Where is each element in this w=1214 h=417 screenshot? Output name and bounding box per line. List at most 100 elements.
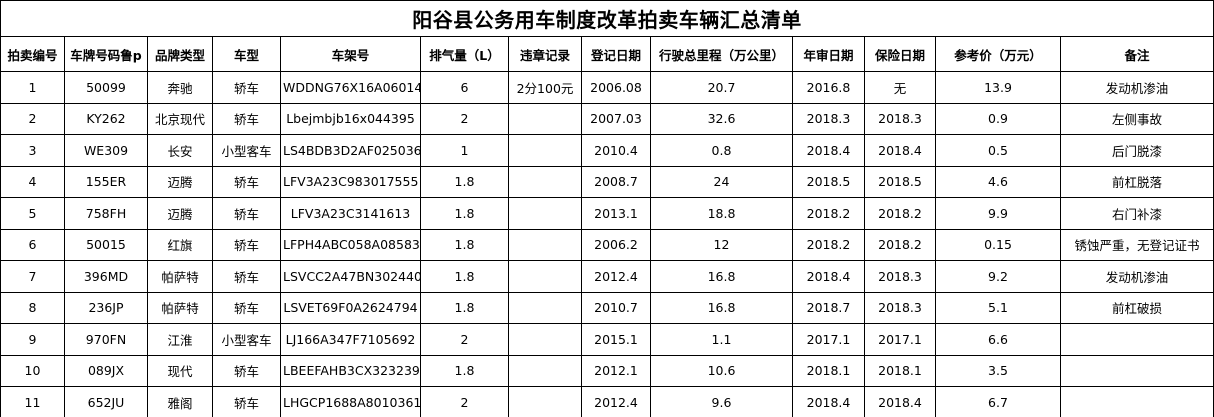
cell-vin[interactable]: LSVCC2A47BN302440: [280, 260, 421, 293]
cell-vehicle-type[interactable]: 轿车: [212, 354, 281, 387]
cell-remark[interactable]: 锈蚀严重，无登记证书: [1059, 228, 1214, 261]
cell-insurance-date[interactable]: 2017.1: [864, 323, 936, 356]
cell-vin[interactable]: LSVET69F0A2624794: [280, 291, 421, 324]
cell-insurance-date[interactable]: 无: [864, 71, 936, 104]
cell-vin[interactable]: LHGCP1688A8010361: [280, 386, 421, 417]
cell-auction-no[interactable]: 2: [0, 102, 65, 135]
cell-auction-no[interactable]: 10: [0, 354, 65, 387]
cell-plate-number[interactable]: 970FN: [64, 323, 148, 356]
cell-plate-number[interactable]: 50015: [64, 228, 148, 261]
cell-registration-date[interactable]: 2007.03: [581, 102, 651, 135]
cell-reference-price[interactable]: 0.5: [935, 134, 1061, 167]
cell-auction-no[interactable]: 4: [0, 165, 65, 198]
cell-insurance-date[interactable]: 2018.3: [864, 291, 936, 324]
cell-insurance-date[interactable]: 2018.2: [864, 197, 936, 230]
cell-brand-type[interactable]: 帕萨特: [147, 260, 213, 293]
cell-vehicle-type[interactable]: 轿车: [212, 165, 281, 198]
cell-brand-type[interactable]: 雅阁: [147, 386, 213, 417]
cell-insurance-date[interactable]: 2018.3: [864, 260, 936, 293]
cell-inspection-date[interactable]: 2018.1: [792, 354, 865, 387]
cell-auction-no[interactable]: 6: [0, 228, 65, 261]
cell-reference-price[interactable]: 9.2: [935, 260, 1061, 293]
cell-insurance-date[interactable]: 2018.3: [864, 102, 936, 135]
cell-total-mileage[interactable]: 12: [650, 228, 793, 261]
cell-displacement[interactable]: 1.8: [420, 197, 509, 230]
cell-total-mileage[interactable]: 0.8: [650, 134, 793, 167]
cell-reference-price[interactable]: 3.5: [935, 354, 1061, 387]
cell-brand-type[interactable]: 红旗: [147, 228, 213, 261]
cell-total-mileage[interactable]: 32.6: [650, 102, 793, 135]
cell-brand-type[interactable]: 江淮: [147, 323, 213, 356]
cell-reference-price[interactable]: 6.6: [935, 323, 1061, 356]
cell-displacement[interactable]: 1.8: [420, 165, 509, 198]
cell-reference-price[interactable]: 5.1: [935, 291, 1061, 324]
cell-vehicle-type[interactable]: 轿车: [212, 197, 281, 230]
cell-violation-record[interactable]: [508, 134, 582, 167]
cell-plate-number[interactable]: 396MD: [64, 260, 148, 293]
cell-registration-date[interactable]: 2012.1: [581, 354, 651, 387]
cell-auction-no[interactable]: 1: [0, 71, 65, 104]
cell-reference-price[interactable]: 9.9: [935, 197, 1061, 230]
cell-registration-date[interactable]: 2010.7: [581, 291, 651, 324]
cell-inspection-date[interactable]: 2016.8: [792, 71, 865, 104]
cell-plate-number[interactable]: KY262: [64, 102, 148, 135]
cell-registration-date[interactable]: 2012.4: [581, 386, 651, 417]
cell-vehicle-type[interactable]: 轿车: [212, 228, 281, 261]
cell-inspection-date[interactable]: 2018.4: [792, 386, 865, 417]
cell-insurance-date[interactable]: 2018.5: [864, 165, 936, 198]
cell-inspection-date[interactable]: 2018.5: [792, 165, 865, 198]
cell-vin[interactable]: LFV3A23C983017555: [280, 165, 421, 198]
cell-vin[interactable]: Lbejmbjb16x044395: [280, 102, 421, 135]
cell-remark[interactable]: 右门补漆: [1059, 197, 1214, 230]
cell-violation-record[interactable]: [508, 197, 582, 230]
cell-remark[interactable]: 发动机渗油: [1059, 260, 1214, 293]
cell-total-mileage[interactable]: 18.8: [650, 197, 793, 230]
cell-displacement[interactable]: 1.8: [420, 228, 509, 261]
cell-auction-no[interactable]: 5: [0, 197, 65, 230]
cell-total-mileage[interactable]: 1.1: [650, 323, 793, 356]
cell-plate-number[interactable]: 652JU: [64, 386, 148, 417]
cell-insurance-date[interactable]: 2018.4: [864, 134, 936, 167]
cell-vin[interactable]: LS4BDB3D2AF025036: [280, 134, 421, 167]
cell-displacement[interactable]: 1.8: [420, 354, 509, 387]
cell-reference-price[interactable]: 13.9: [935, 71, 1061, 104]
cell-vehicle-type[interactable]: 轿车: [212, 291, 281, 324]
cell-plate-number[interactable]: 089JX: [64, 354, 148, 387]
cell-brand-type[interactable]: 帕萨特: [147, 291, 213, 324]
cell-violation-record[interactable]: [508, 354, 582, 387]
cell-violation-record[interactable]: [508, 291, 582, 324]
cell-inspection-date[interactable]: 2018.7: [792, 291, 865, 324]
cell-violation-record[interactable]: [508, 260, 582, 293]
cell-violation-record[interactable]: 2分100元: [508, 71, 582, 104]
cell-displacement[interactable]: 2: [420, 386, 509, 417]
cell-inspection-date[interactable]: 2017.1: [792, 323, 865, 356]
cell-violation-record[interactable]: [508, 386, 582, 417]
cell-brand-type[interactable]: 长安: [147, 134, 213, 167]
cell-violation-record[interactable]: [508, 102, 582, 135]
cell-registration-date[interactable]: 2015.1: [581, 323, 651, 356]
cell-vin[interactable]: LFPH4ABC058A08583: [280, 228, 421, 261]
cell-insurance-date[interactable]: 2018.1: [864, 354, 936, 387]
cell-registration-date[interactable]: 2012.4: [581, 260, 651, 293]
cell-brand-type[interactable]: 迈腾: [147, 165, 213, 198]
cell-brand-type[interactable]: 迈腾: [147, 197, 213, 230]
cell-brand-type[interactable]: 奔驰: [147, 71, 213, 104]
cell-remark[interactable]: 前杠脱落: [1059, 165, 1214, 198]
cell-vehicle-type[interactable]: 轿车: [212, 102, 281, 135]
cell-registration-date[interactable]: 2008.7: [581, 165, 651, 198]
cell-registration-date[interactable]: 2006.08: [581, 71, 651, 104]
cell-plate-number[interactable]: WE309: [64, 134, 148, 167]
cell-violation-record[interactable]: [508, 165, 582, 198]
cell-auction-no[interactable]: 9: [0, 323, 65, 356]
cell-vehicle-type[interactable]: 轿车: [212, 386, 281, 417]
cell-remark[interactable]: [1059, 354, 1214, 387]
cell-displacement[interactable]: 2: [420, 102, 509, 135]
cell-remark[interactable]: [1059, 323, 1214, 356]
cell-vehicle-type[interactable]: 轿车: [212, 71, 281, 104]
cell-vin[interactable]: WDDNG76X16A060148: [280, 71, 421, 104]
cell-plate-number[interactable]: 236JP: [64, 291, 148, 324]
cell-inspection-date[interactable]: 2018.4: [792, 134, 865, 167]
cell-total-mileage[interactable]: 20.7: [650, 71, 793, 104]
cell-remark[interactable]: [1059, 386, 1214, 417]
cell-vin[interactable]: LJ166A347F7105692: [280, 323, 421, 356]
